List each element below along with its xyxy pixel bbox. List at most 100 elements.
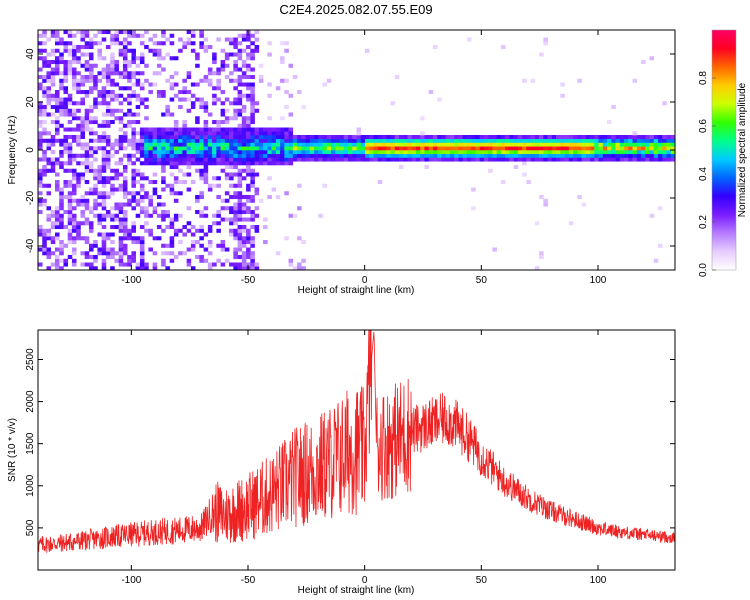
spectrogram-cell xyxy=(101,131,107,136)
spectrogram-cell xyxy=(80,127,86,132)
spectrogram-cell xyxy=(63,71,69,76)
spectrogram-cell xyxy=(118,255,124,260)
spectrogram-cell xyxy=(105,210,111,215)
spectrogram-cell xyxy=(275,86,281,91)
spectrogram-cell xyxy=(139,236,145,241)
spectrogram-cell xyxy=(560,138,565,143)
spectrogram-cell xyxy=(105,75,111,80)
spectrogram-cell xyxy=(182,161,187,166)
spectrogram-cell xyxy=(186,206,192,211)
spectrogram-cell xyxy=(212,213,217,218)
spectrogram-cell xyxy=(110,255,115,260)
spectrogram-cell xyxy=(246,131,251,136)
spectrogram-cell xyxy=(203,206,209,211)
spectrogram-cell xyxy=(352,153,357,158)
spectrogram-cell xyxy=(80,30,86,35)
spectrogram-cell xyxy=(156,48,162,53)
spectrogram-cell xyxy=(195,210,200,215)
spectrogram-cell xyxy=(237,153,243,158)
spectrogram-cell xyxy=(190,146,196,151)
spectrogram-cell xyxy=(97,78,102,83)
spectrogram-cell xyxy=(462,150,468,155)
spectrogram-cell xyxy=(195,127,200,132)
spectrogram-cell xyxy=(267,153,272,158)
spectrogram-cell xyxy=(148,82,153,87)
spectrogram-cell xyxy=(539,150,544,155)
spectrogram-cell xyxy=(110,266,115,270)
spectrogram-cell xyxy=(135,112,141,117)
spectrogram-cell xyxy=(144,262,149,267)
spectrogram-cell xyxy=(246,206,251,211)
spectrogram-cell xyxy=(190,153,196,158)
spectrogram-cell xyxy=(50,210,56,215)
spectrogram-cell xyxy=(42,251,47,256)
spectrogram-cell xyxy=(241,255,247,260)
spectrogram-cell xyxy=(161,202,166,207)
spectrogram-cell xyxy=(224,138,230,143)
spectrogram-cell xyxy=(93,187,98,192)
spectrogram-cell xyxy=(224,63,230,68)
spectrogram-cell xyxy=(500,142,506,147)
spectrogram-cell xyxy=(216,157,221,162)
spectrogram-cell xyxy=(139,56,145,61)
spectrogram-cell xyxy=(169,142,175,147)
spectrogram-cell xyxy=(314,146,319,151)
spectrogram-cell xyxy=(454,150,459,155)
spectrogram-cell xyxy=(169,127,175,132)
spectrogram-cell xyxy=(339,150,345,155)
spectrogram-cell xyxy=(195,116,200,121)
spectrogram-cell xyxy=(50,135,56,140)
spectrogram-cell xyxy=(522,161,527,166)
spectrogram-cell xyxy=(165,150,170,155)
spectrogram-cell xyxy=(76,30,81,35)
spectrogram-cell xyxy=(471,150,476,155)
spectrogram-cell xyxy=(348,142,353,147)
spectrogram-cell xyxy=(84,93,90,98)
spectrogram-cell xyxy=(105,180,111,185)
spectrogram-cell xyxy=(233,153,238,158)
spectrogram-cell xyxy=(636,138,642,143)
spectrogram-cell xyxy=(246,195,251,200)
spectrogram-cell xyxy=(59,202,64,207)
spectrogram-cell xyxy=(84,240,90,245)
spectrogram-cell xyxy=(131,56,136,61)
spectrogram-cell xyxy=(127,112,132,117)
spectrogram-cell xyxy=(229,157,234,162)
spectrogram-cell xyxy=(556,153,561,158)
spectrogram-cell xyxy=(229,206,234,211)
spectrogram-cell xyxy=(148,157,153,162)
spectrogram-cell xyxy=(577,195,582,200)
spectrogram-cell xyxy=(517,142,523,147)
spectrogram-cell xyxy=(190,157,196,162)
spectrogram-cell xyxy=(250,168,255,173)
spectrogram-cell xyxy=(161,56,166,61)
spectrogram-cell xyxy=(250,75,255,80)
spectrogram-cell xyxy=(475,142,480,147)
spectrogram-cell xyxy=(280,127,285,132)
spectrogram-cell xyxy=(220,120,226,125)
spectrogram-cell xyxy=(131,120,136,125)
spectrogram-cell xyxy=(369,135,374,140)
spectrogram-cell xyxy=(241,202,247,207)
spectrogram-cell xyxy=(271,157,277,162)
spectrogram-cell xyxy=(373,135,379,140)
spectrogram-cell xyxy=(292,135,298,140)
spectrogram-cell xyxy=(297,157,302,162)
spectrogram-cell xyxy=(420,131,425,136)
spectrogram-cell xyxy=(195,97,200,102)
spectrogram-cell xyxy=(352,157,357,162)
spectrogram-cell xyxy=(186,131,192,136)
spectrogram-cell xyxy=(76,198,81,203)
spectrogram-cell xyxy=(237,180,243,185)
spectrogram-cell xyxy=(105,30,111,35)
spectrogram-cell xyxy=(165,213,170,218)
spectrogram-cell xyxy=(246,251,251,256)
spectrogram-cell xyxy=(131,168,136,173)
spectrogram-cell xyxy=(254,153,260,158)
spectrogram-cell xyxy=(441,150,446,155)
spectrogram-cell xyxy=(42,183,47,188)
spectrogram-cell xyxy=(88,150,94,155)
spectrogram-cell xyxy=(492,153,497,158)
spectrogram-cell xyxy=(50,67,56,72)
spectrogram-cell xyxy=(513,153,519,158)
